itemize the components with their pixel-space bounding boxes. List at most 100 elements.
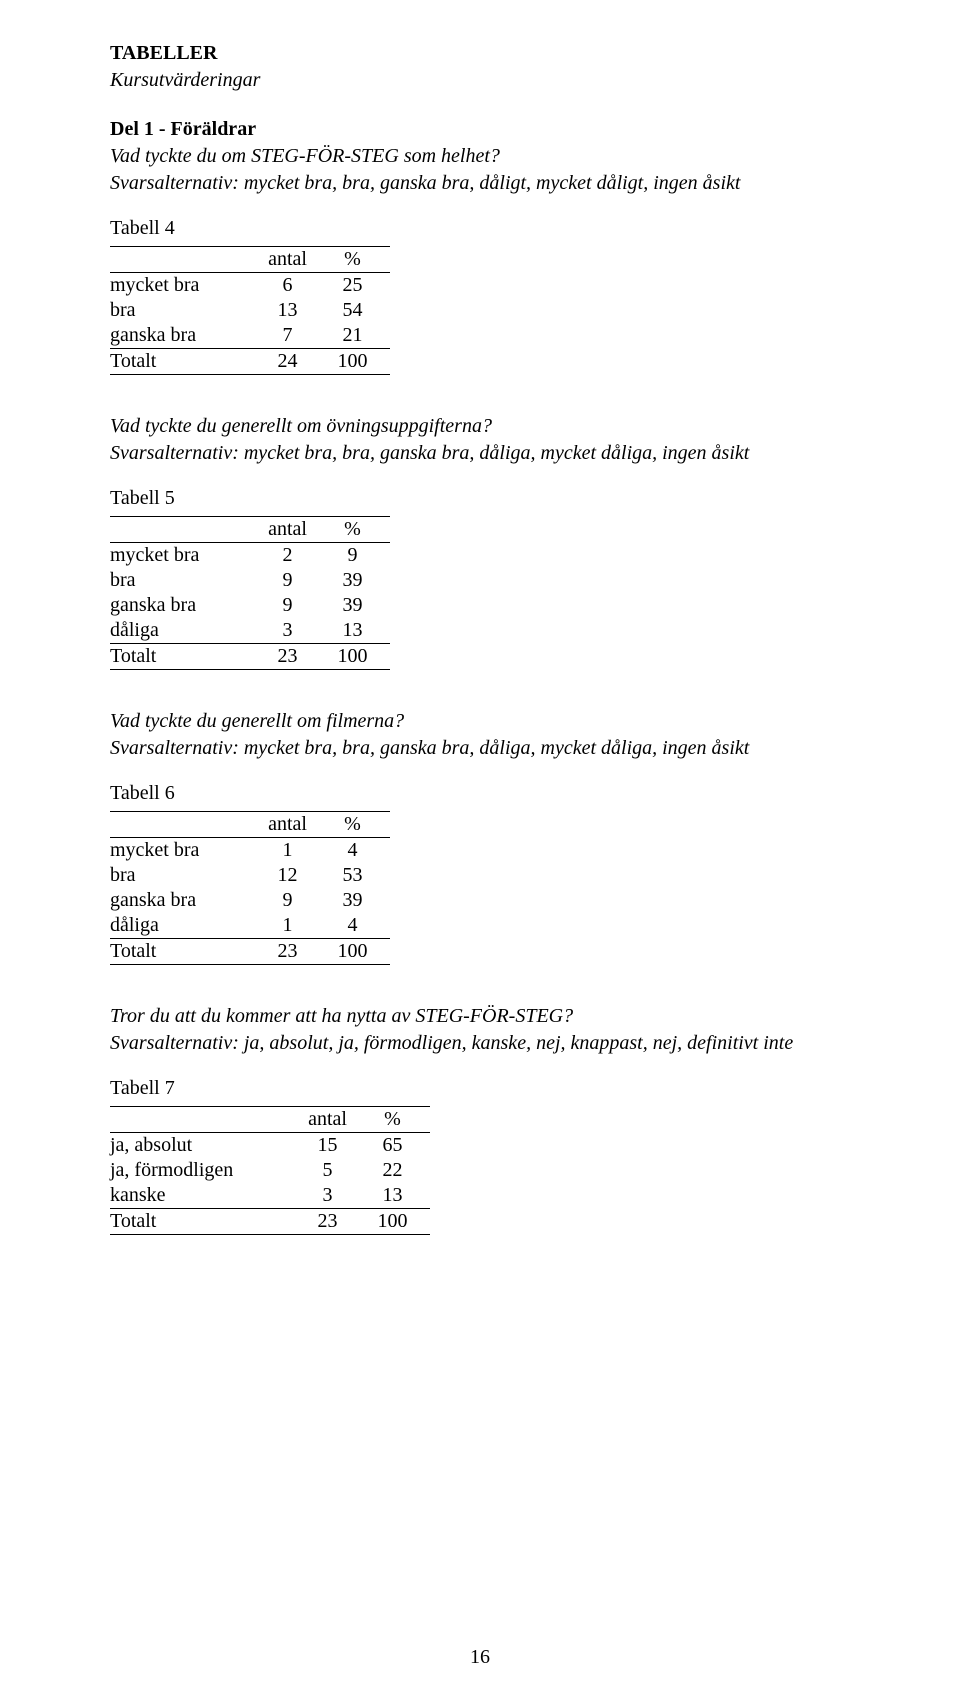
table-header-count: antal [300, 1107, 365, 1133]
header-title: TABELLER [110, 40, 850, 67]
row-pct: 13 [325, 618, 390, 644]
table-caption: Tabell 4 [110, 217, 850, 240]
table-header-count: antal [260, 812, 325, 838]
table-header-row: antal% [110, 517, 390, 543]
table-total-row: Totalt23100 [110, 644, 390, 670]
alternatives-text: Svarsalternativ: ja, absolut, ja, förmod… [110, 1030, 850, 1057]
table-caption: Tabell 5 [110, 487, 850, 510]
row-label: ja, förmodligen [110, 1158, 300, 1183]
header-subtitle: Kursutvärderingar [110, 67, 850, 94]
question-text: Vad tyckte du generellt om filmerna? [110, 708, 850, 735]
table-header-blank [110, 247, 260, 273]
row-label: bra [110, 298, 260, 323]
row-label: mycket bra [110, 543, 260, 569]
total-pct: 100 [325, 939, 390, 965]
row-pct: 21 [325, 323, 390, 349]
table-row: ganska bra721 [110, 323, 390, 349]
row-count: 1 [260, 838, 325, 864]
table-row: mycket bra14 [110, 838, 390, 864]
total-pct: 100 [325, 644, 390, 670]
section-heading: Del 1 - Föräldrar [110, 116, 850, 143]
row-count: 9 [260, 888, 325, 913]
table-header-row: antal% [110, 1107, 430, 1133]
row-pct: 39 [325, 888, 390, 913]
row-label: kanske [110, 1183, 300, 1209]
table-row: ganska bra939 [110, 888, 390, 913]
table-total-row: Totalt23100 [110, 939, 390, 965]
question-block: Vad tyckte du generellt om övningsuppgif… [110, 413, 850, 670]
row-label: dåliga [110, 913, 260, 939]
alternatives-text: Svarsalternativ: mycket bra, bra, ganska… [110, 735, 850, 762]
data-table: antal%mycket bra625bra1354ganska bra721T… [110, 246, 390, 375]
row-label: bra [110, 863, 260, 888]
row-label: ja, absolut [110, 1133, 300, 1159]
row-pct: 22 [365, 1158, 430, 1183]
table-header-pct: % [365, 1107, 430, 1133]
row-label: mycket bra [110, 273, 260, 299]
row-count: 15 [300, 1133, 365, 1159]
table-total-row: Totalt23100 [110, 1209, 430, 1235]
row-label: mycket bra [110, 838, 260, 864]
row-pct: 65 [365, 1133, 430, 1159]
table-header-pct: % [325, 247, 390, 273]
data-table: antal%mycket bra14bra1253ganska bra939då… [110, 811, 390, 965]
question-block: Tror du att du kommer att ha nytta av ST… [110, 1003, 850, 1235]
table-header-count: antal [260, 517, 325, 543]
table-row: dåliga14 [110, 913, 390, 939]
table-header-row: antal% [110, 247, 390, 273]
table-row: bra1354 [110, 298, 390, 323]
total-label: Totalt [110, 644, 260, 670]
total-pct: 100 [365, 1209, 430, 1235]
row-count: 9 [260, 568, 325, 593]
data-table: antal%mycket bra29bra939ganska bra939dål… [110, 516, 390, 670]
row-count: 7 [260, 323, 325, 349]
table-row: dåliga313 [110, 618, 390, 644]
question-block: Vad tyckte du om STEG-FÖR-STEG som helhe… [110, 143, 850, 375]
row-label: bra [110, 568, 260, 593]
row-pct: 9 [325, 543, 390, 569]
row-count: 13 [260, 298, 325, 323]
question-text: Vad tyckte du om STEG-FÖR-STEG som helhe… [110, 143, 850, 170]
table-row: ganska bra939 [110, 593, 390, 618]
question-text: Vad tyckte du generellt om övningsuppgif… [110, 413, 850, 440]
row-pct: 39 [325, 593, 390, 618]
row-count: 1 [260, 913, 325, 939]
table-row: ja, förmodligen522 [110, 1158, 430, 1183]
table-header-blank [110, 517, 260, 543]
total-label: Totalt [110, 1209, 300, 1235]
total-label: Totalt [110, 939, 260, 965]
row-pct: 4 [325, 838, 390, 864]
row-pct: 39 [325, 568, 390, 593]
table-header-blank [110, 812, 260, 838]
table-row: bra939 [110, 568, 390, 593]
total-label: Totalt [110, 349, 260, 375]
table-header-pct: % [325, 517, 390, 543]
row-pct: 53 [325, 863, 390, 888]
table-header-pct: % [325, 812, 390, 838]
table-total-row: Totalt24100 [110, 349, 390, 375]
alternatives-text: Svarsalternativ: mycket bra, bra, ganska… [110, 440, 850, 467]
table-caption: Tabell 7 [110, 1077, 850, 1100]
table-row: bra1253 [110, 863, 390, 888]
table-header-blank [110, 1107, 300, 1133]
row-count: 5 [300, 1158, 365, 1183]
row-label: ganska bra [110, 888, 260, 913]
table-row: mycket bra625 [110, 273, 390, 299]
row-count: 12 [260, 863, 325, 888]
row-pct: 54 [325, 298, 390, 323]
total-pct: 100 [325, 349, 390, 375]
row-label: ganska bra [110, 323, 260, 349]
page-number: 16 [0, 1646, 960, 1669]
row-count: 3 [300, 1183, 365, 1209]
row-count: 3 [260, 618, 325, 644]
total-count: 23 [260, 939, 325, 965]
data-table: antal%ja, absolut1565ja, förmodligen522k… [110, 1106, 430, 1235]
blocks-container: Vad tyckte du om STEG-FÖR-STEG som helhe… [110, 143, 850, 1235]
total-count: 24 [260, 349, 325, 375]
row-count: 9 [260, 593, 325, 618]
row-count: 6 [260, 273, 325, 299]
question-block: Vad tyckte du generellt om filmerna?Svar… [110, 708, 850, 965]
question-text: Tror du att du kommer att ha nytta av ST… [110, 1003, 850, 1030]
table-row: mycket bra29 [110, 543, 390, 569]
table-header-count: antal [260, 247, 325, 273]
